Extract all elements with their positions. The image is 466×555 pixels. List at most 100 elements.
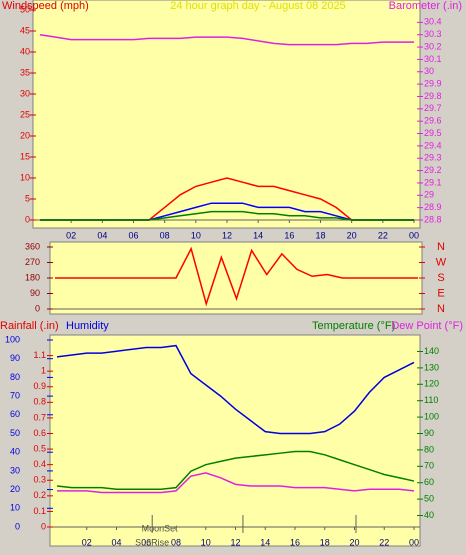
y3-tick-label: 1 bbox=[41, 366, 46, 376]
x-tick-label: 22 bbox=[378, 230, 388, 240]
x-tick-label: 18 bbox=[315, 230, 325, 240]
y2-tick-label: 30.3 bbox=[424, 29, 442, 39]
series-line bbox=[57, 472, 415, 494]
y-tick-label: 45 bbox=[20, 25, 30, 35]
y-tick-label: 15 bbox=[20, 151, 30, 161]
y-tick-label: 35 bbox=[20, 67, 30, 77]
plot-background bbox=[32, 0, 421, 229]
y3-tick-label: 0.9 bbox=[33, 381, 46, 391]
y3-tick-label: 0.5 bbox=[33, 443, 46, 453]
y-tick-label: 360 bbox=[25, 241, 40, 251]
series-line bbox=[56, 344, 415, 435]
y2-tick-label: 29.9 bbox=[424, 78, 442, 88]
x-tick-label: 20 bbox=[349, 537, 359, 547]
y-tick-label: 80 bbox=[10, 372, 20, 382]
y2-tick-label: N bbox=[437, 241, 445, 253]
x-tick-label: 06 bbox=[128, 230, 138, 240]
y2-tick-label: 120 bbox=[424, 379, 439, 389]
y-tick-label: 25 bbox=[20, 109, 30, 119]
y2-tick-label: 29.4 bbox=[424, 140, 442, 150]
y2-tick-label: 30.2 bbox=[424, 41, 442, 51]
y3-tick-label: 0 bbox=[41, 521, 46, 531]
x-tick-label: 10 bbox=[201, 537, 211, 547]
y2-tick-label: 110 bbox=[424, 395, 438, 405]
y2-tick-label: 30 bbox=[424, 66, 434, 76]
y2-tick-label: E bbox=[437, 287, 444, 299]
y2-tick-label: 29.2 bbox=[424, 165, 442, 175]
x-tick-label: 10 bbox=[191, 230, 201, 240]
y2-tick-label: 100 bbox=[424, 411, 439, 421]
y2-tick-label: 29.6 bbox=[424, 116, 442, 126]
y2-tick-label: 30.1 bbox=[424, 54, 442, 64]
axis-title: Dew Point (°F) bbox=[391, 320, 463, 332]
series-line bbox=[55, 246, 418, 307]
y3-tick-label: 0.2 bbox=[33, 490, 46, 500]
y-tick-label: 0 bbox=[25, 214, 30, 224]
y-tick-label: 5 bbox=[25, 193, 30, 203]
y3-tick-label: 0.8 bbox=[33, 397, 46, 407]
x-tick-label: 02 bbox=[82, 537, 92, 547]
y-tick-label: 0 bbox=[15, 521, 20, 531]
chart-title: 24 hour graph day - August 08 2025 bbox=[170, 0, 346, 12]
x-tick-label: 16 bbox=[290, 537, 300, 547]
y2-tick-label: 29.1 bbox=[424, 177, 442, 187]
y-tick-label: 10 bbox=[10, 503, 20, 513]
y2-tick-label: W bbox=[436, 256, 447, 268]
x-tick-label: 06 bbox=[141, 537, 151, 547]
x-tick-label: 22 bbox=[379, 537, 389, 547]
y3-tick-label: 0.1 bbox=[33, 506, 46, 516]
x-tick-label: 00 bbox=[409, 537, 419, 547]
y2-tick-label: N bbox=[437, 303, 445, 315]
y2-tick-label: 90 bbox=[424, 428, 434, 438]
y3-tick-label: 0.4 bbox=[33, 459, 46, 469]
y-tick-label: 90 bbox=[30, 288, 40, 298]
x-tick-label: 02 bbox=[66, 230, 76, 240]
series-line bbox=[56, 450, 415, 491]
x-tick-label: 14 bbox=[260, 537, 270, 547]
x-tick-label: 04 bbox=[111, 537, 121, 547]
y2-tick-label: 28.9 bbox=[424, 202, 442, 212]
y2-tick-label: 140 bbox=[424, 346, 439, 356]
y2-tick-label: 70 bbox=[424, 461, 434, 471]
y-tick-label: 50 bbox=[20, 4, 30, 14]
y2-tick-label: 29.3 bbox=[424, 153, 442, 163]
y2-tick-label: 50 bbox=[424, 493, 434, 503]
y2-tick-label: 40 bbox=[424, 510, 434, 520]
y3-tick-label: 0.7 bbox=[33, 412, 46, 422]
y-tick-label: 20 bbox=[10, 484, 20, 494]
y2-tick-label: 60 bbox=[424, 477, 434, 487]
x-tick-label: 04 bbox=[97, 230, 107, 240]
x-tick-label: 00 bbox=[409, 230, 419, 240]
axis-title: Barometer (.in) bbox=[389, 0, 462, 12]
y-tick-label: 20 bbox=[20, 130, 30, 140]
y2-tick-label: S bbox=[437, 272, 444, 284]
x-tick-label: 08 bbox=[160, 230, 170, 240]
x-tick-label: 18 bbox=[320, 537, 330, 547]
y3-tick-label: 0.6 bbox=[33, 428, 46, 438]
y3-tick-label: 0.3 bbox=[33, 475, 46, 485]
series-line bbox=[40, 210, 414, 221]
y2-tick-label: 28.8 bbox=[424, 214, 442, 224]
y-tick-label: 40 bbox=[20, 46, 30, 56]
x-tick-label: 20 bbox=[347, 230, 357, 240]
y2-tick-label: 80 bbox=[424, 444, 434, 454]
x-tick-label: 08 bbox=[171, 537, 181, 547]
x-tick-label: 16 bbox=[284, 230, 294, 240]
y-tick-label: 50 bbox=[10, 428, 20, 438]
x-tick-label: 12 bbox=[230, 537, 240, 547]
y2-tick-label: 130 bbox=[424, 362, 439, 372]
y-tick-label: 10 bbox=[20, 172, 30, 182]
axis-title: Humidity bbox=[66, 320, 109, 332]
y-tick-label: 70 bbox=[10, 390, 20, 400]
y-tick-label: 0 bbox=[35, 303, 40, 313]
y2-tick-label: 29.5 bbox=[424, 128, 442, 138]
annotation: SunRise bbox=[135, 537, 169, 547]
axis-title: Temperature (°F) bbox=[312, 320, 395, 332]
y-tick-label: 100 bbox=[5, 334, 20, 344]
y-tick-label: 30 bbox=[20, 88, 30, 98]
series-line bbox=[39, 33, 414, 46]
y2-tick-label: 29.7 bbox=[424, 103, 442, 113]
y-tick-label: 270 bbox=[25, 257, 40, 267]
y2-tick-label: 29.8 bbox=[424, 91, 442, 101]
